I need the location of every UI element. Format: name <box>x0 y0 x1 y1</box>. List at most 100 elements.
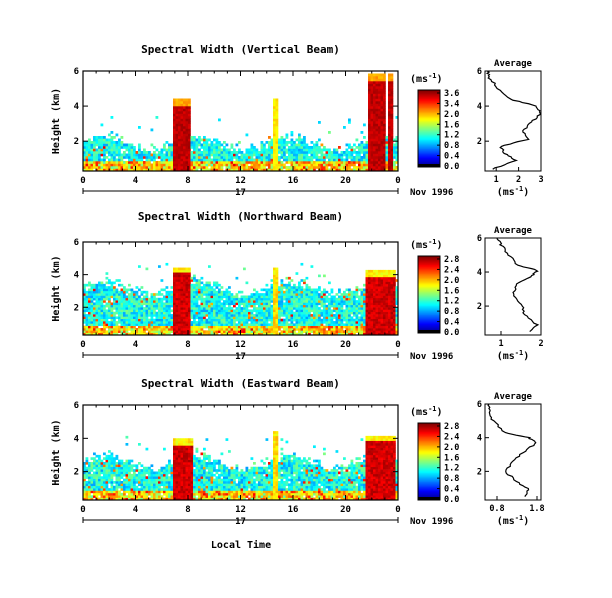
heatmap-cell <box>273 332 276 336</box>
heatmap-cell <box>230 309 234 313</box>
heatmap-cell <box>393 314 396 317</box>
heatmap-cell <box>155 297 159 301</box>
heatmap-cell <box>88 151 91 154</box>
heatmap-cell <box>178 111 181 114</box>
heatmap-cell <box>373 288 376 292</box>
heatmap-cell <box>285 141 289 144</box>
heatmap-cell <box>128 332 131 336</box>
heatmap-cell <box>183 163 186 167</box>
heatmap-cell <box>355 153 359 157</box>
heatmap-cell <box>373 131 376 134</box>
heatmap-cell <box>390 116 394 119</box>
heatmap-cell <box>365 332 369 336</box>
heatmap-cell <box>198 283 201 287</box>
heatmap-cell <box>335 321 339 324</box>
heatmap-cell <box>140 290 144 294</box>
heatmap-cell <box>225 302 229 306</box>
heatmap-cell <box>378 269 381 273</box>
colorbar-segment <box>418 307 440 310</box>
heatmap-cell <box>308 295 311 299</box>
heatmap-cell <box>133 295 136 299</box>
heatmap-cell <box>185 295 189 299</box>
heatmap-cell <box>190 153 194 157</box>
heatmap-cell <box>373 272 376 275</box>
heatmap-cell <box>163 148 166 152</box>
heatmap-cell <box>188 281 191 285</box>
heatmap-cell <box>283 325 286 329</box>
heatmap-cell <box>330 302 334 306</box>
heatmap-cell <box>198 304 201 308</box>
heatmap-cell <box>105 476 109 479</box>
heatmap-cell <box>190 141 194 144</box>
heatmap-cell <box>203 290 206 294</box>
heatmap-cell <box>325 332 329 336</box>
heatmap-cell <box>378 304 381 308</box>
heatmap-cell <box>388 126 391 129</box>
heatmap-cell <box>335 311 339 315</box>
heatmap-cell <box>95 454 99 458</box>
heatmap-cell <box>223 300 226 303</box>
heatmap-cell <box>308 330 311 333</box>
heatmap-cell <box>278 148 281 152</box>
heatmap-cell <box>195 304 199 308</box>
heatmap-cell <box>298 302 301 306</box>
heatmap-cell <box>373 101 376 104</box>
heatmap-cell <box>223 163 226 167</box>
heatmap-cell <box>188 138 191 142</box>
heatmap-cell <box>85 466 89 470</box>
heatmap-cell <box>210 166 214 169</box>
heatmap-cell <box>280 141 284 144</box>
heatmap-cell <box>178 128 181 132</box>
heatmap-cell <box>373 279 376 282</box>
heatmap-cell <box>173 148 176 152</box>
heatmap-cell <box>300 153 304 157</box>
heatmap-cell <box>343 323 346 327</box>
heatmap-cell <box>313 151 316 154</box>
heatmap-cell <box>280 323 284 327</box>
heatmap-cell <box>390 103 394 107</box>
heatmap-cell <box>275 138 279 142</box>
heatmap-cell <box>85 488 89 491</box>
heatmap-cell <box>188 141 191 144</box>
heatmap-cell <box>145 158 149 162</box>
heatmap-cell <box>385 283 389 287</box>
heatmap-cell <box>180 131 184 134</box>
heatmap-cell <box>178 106 181 109</box>
heatmap-cell <box>113 286 116 289</box>
heatmap-cell <box>273 302 276 306</box>
heatmap-cell <box>95 464 99 468</box>
heatmap-cell <box>288 323 291 327</box>
heatmap-cell <box>115 302 119 306</box>
heatmap-cell <box>98 309 101 313</box>
heatmap-cell <box>168 318 171 322</box>
heatmap-cell <box>275 101 279 104</box>
heatmap-cell <box>275 133 279 137</box>
heatmap-cell <box>238 168 241 172</box>
heatmap-cell <box>225 323 229 327</box>
heatmap-cell <box>155 161 159 164</box>
heatmap-cell <box>270 318 274 322</box>
heatmap-cell <box>265 318 269 322</box>
heatmap-cell <box>120 300 124 303</box>
heatmap-cell <box>205 307 209 310</box>
heatmap-cell <box>265 297 269 301</box>
heatmap-cell <box>263 161 266 164</box>
heatmap-cell <box>215 325 219 329</box>
average-title: Average <box>494 226 533 236</box>
heatmap-cell <box>198 153 201 157</box>
heatmap-cell <box>188 304 191 308</box>
heatmap-cell <box>323 168 326 172</box>
heatmap-cell <box>263 309 266 313</box>
heatmap-cell <box>373 138 376 142</box>
heatmap-cell <box>350 328 354 331</box>
heatmap-cell <box>383 83 386 87</box>
heatmap-cell <box>360 325 364 329</box>
heatmap-cell <box>255 325 259 329</box>
heatmap-cell <box>320 166 324 169</box>
heatmap-cell <box>83 295 86 299</box>
heatmap-cell <box>380 309 384 313</box>
heatmap-cell <box>160 328 164 331</box>
heatmap-cell <box>253 328 256 331</box>
heatmap-cell <box>305 156 309 159</box>
